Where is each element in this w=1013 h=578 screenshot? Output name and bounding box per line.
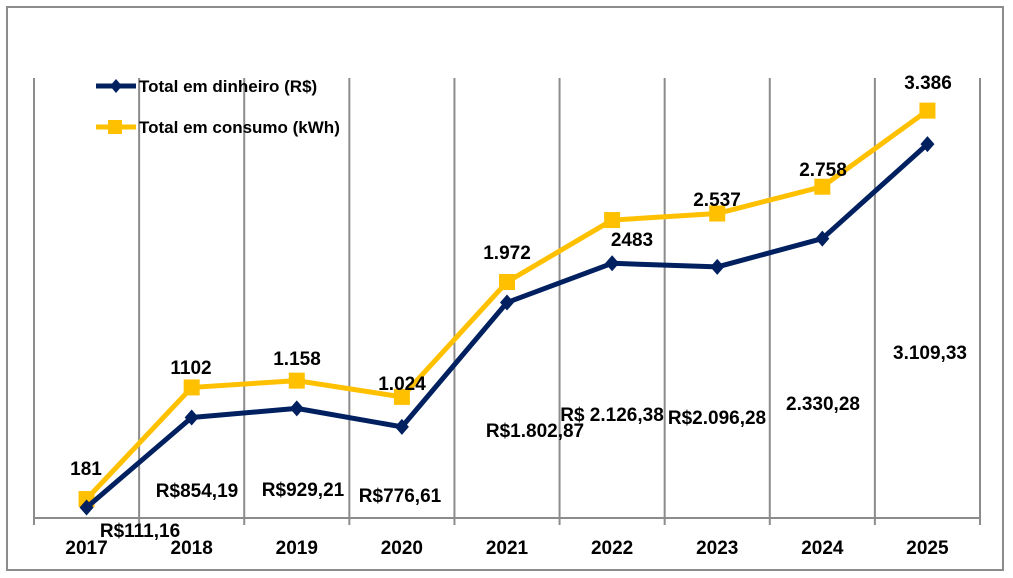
data-label: R$776,61: [359, 486, 442, 507]
gridlines: [33, 78, 981, 525]
data-label: 1.158: [273, 349, 321, 370]
data-label: R$854,19: [156, 481, 238, 502]
data-point-diamond: [184, 409, 199, 426]
x-tick-label: 2018: [171, 538, 213, 559]
legend-label: Total em consumo (kWh): [139, 118, 340, 137]
data-point-square: [814, 178, 831, 195]
data-label: 2.537: [693, 190, 741, 211]
data-label: R$2.096,28: [668, 408, 766, 429]
legend: Total em dinheiro (R$) Total em consumo (…: [96, 77, 340, 137]
series-lines: [78, 102, 936, 516]
data-label: 1.972: [483, 243, 531, 264]
x-tick-label: 2020: [381, 538, 423, 559]
data-label: R$ 2.126,38: [560, 405, 664, 426]
data-label: 2.330,28: [786, 394, 860, 415]
x-tick-label: 2017: [65, 538, 107, 559]
data-point-diamond: [500, 294, 514, 311]
legend-diamond-icon: [110, 79, 122, 93]
data-point-diamond: [79, 499, 94, 516]
data-point-diamond: [605, 255, 620, 272]
data-point-diamond: [710, 258, 725, 275]
data-label: 181: [70, 459, 102, 480]
legend-label: Total em dinheiro (R$): [139, 77, 317, 96]
data-point-square: [183, 379, 200, 396]
x-tick-label: 2025: [906, 538, 949, 559]
data-point-square: [709, 205, 726, 222]
x-axis: 2017 2018 2019 2020 2021 2022 2023 2024 2025: [34, 517, 980, 559]
data-label: R$929,21: [262, 480, 345, 501]
data-labels: 181 1102 1.158 1.024 1.972 2483 2.537 2.758 3.38…: [70, 73, 967, 542]
x-tick-label: 2021: [486, 538, 529, 559]
data-label: 3.109,33: [893, 343, 967, 364]
data-point-square: [288, 372, 305, 389]
x-tick-label: 2024: [801, 538, 844, 559]
legend-square-icon: [108, 120, 122, 134]
data-point-square: [919, 102, 936, 119]
series-line: [84, 142, 930, 510]
data-point-square: [499, 273, 515, 290]
data-label: 1.024: [378, 374, 426, 395]
x-tick-label: 2019: [276, 538, 318, 559]
x-tick-label: 2023: [696, 538, 738, 559]
data-point-square: [604, 212, 621, 229]
data-label: 1102: [170, 358, 211, 379]
data-label: 2.758: [799, 160, 847, 181]
data-point-diamond: [815, 230, 830, 247]
x-tick-label: 2022: [591, 538, 633, 559]
data-label: 3.386: [904, 73, 952, 94]
data-point-diamond: [289, 400, 304, 417]
data-point-square: [393, 388, 410, 405]
data-label: 2483: [611, 230, 653, 251]
data-point-diamond: [920, 136, 935, 153]
data-label: R$1.802,87: [486, 421, 584, 442]
data-point-diamond: [394, 418, 409, 435]
data-label: R$111,16: [100, 521, 180, 542]
